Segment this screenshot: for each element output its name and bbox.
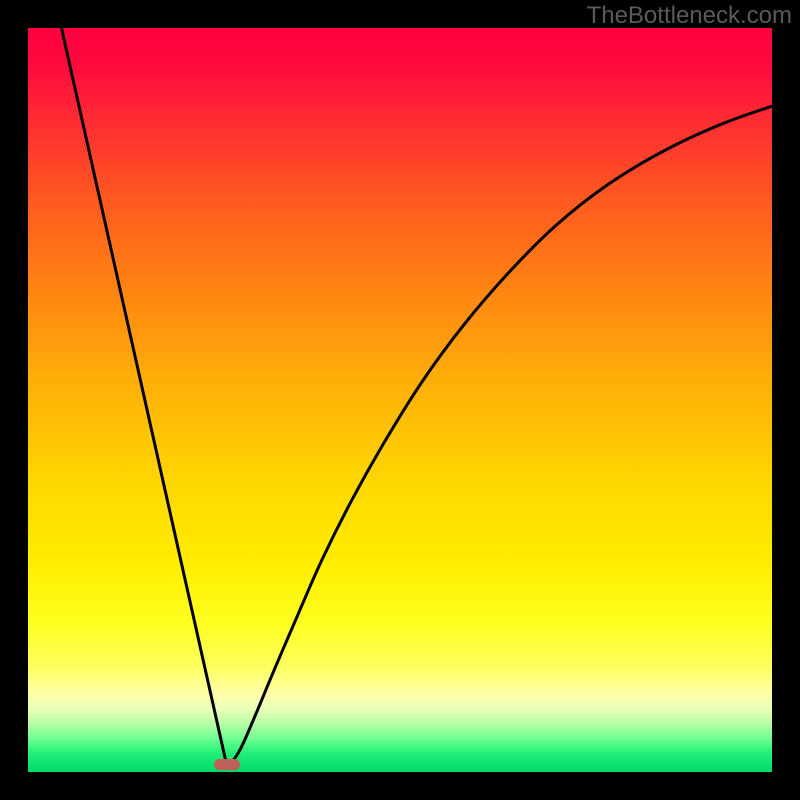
border-bottom [0,772,800,800]
curve-path [61,28,772,768]
bottleneck-curve [0,0,800,800]
border-right [772,0,800,800]
figure-root: TheBottleneck.com [0,0,800,800]
watermark-text: TheBottleneck.com [587,2,792,30]
border-left [0,0,28,800]
optimum-marker [214,759,240,770]
